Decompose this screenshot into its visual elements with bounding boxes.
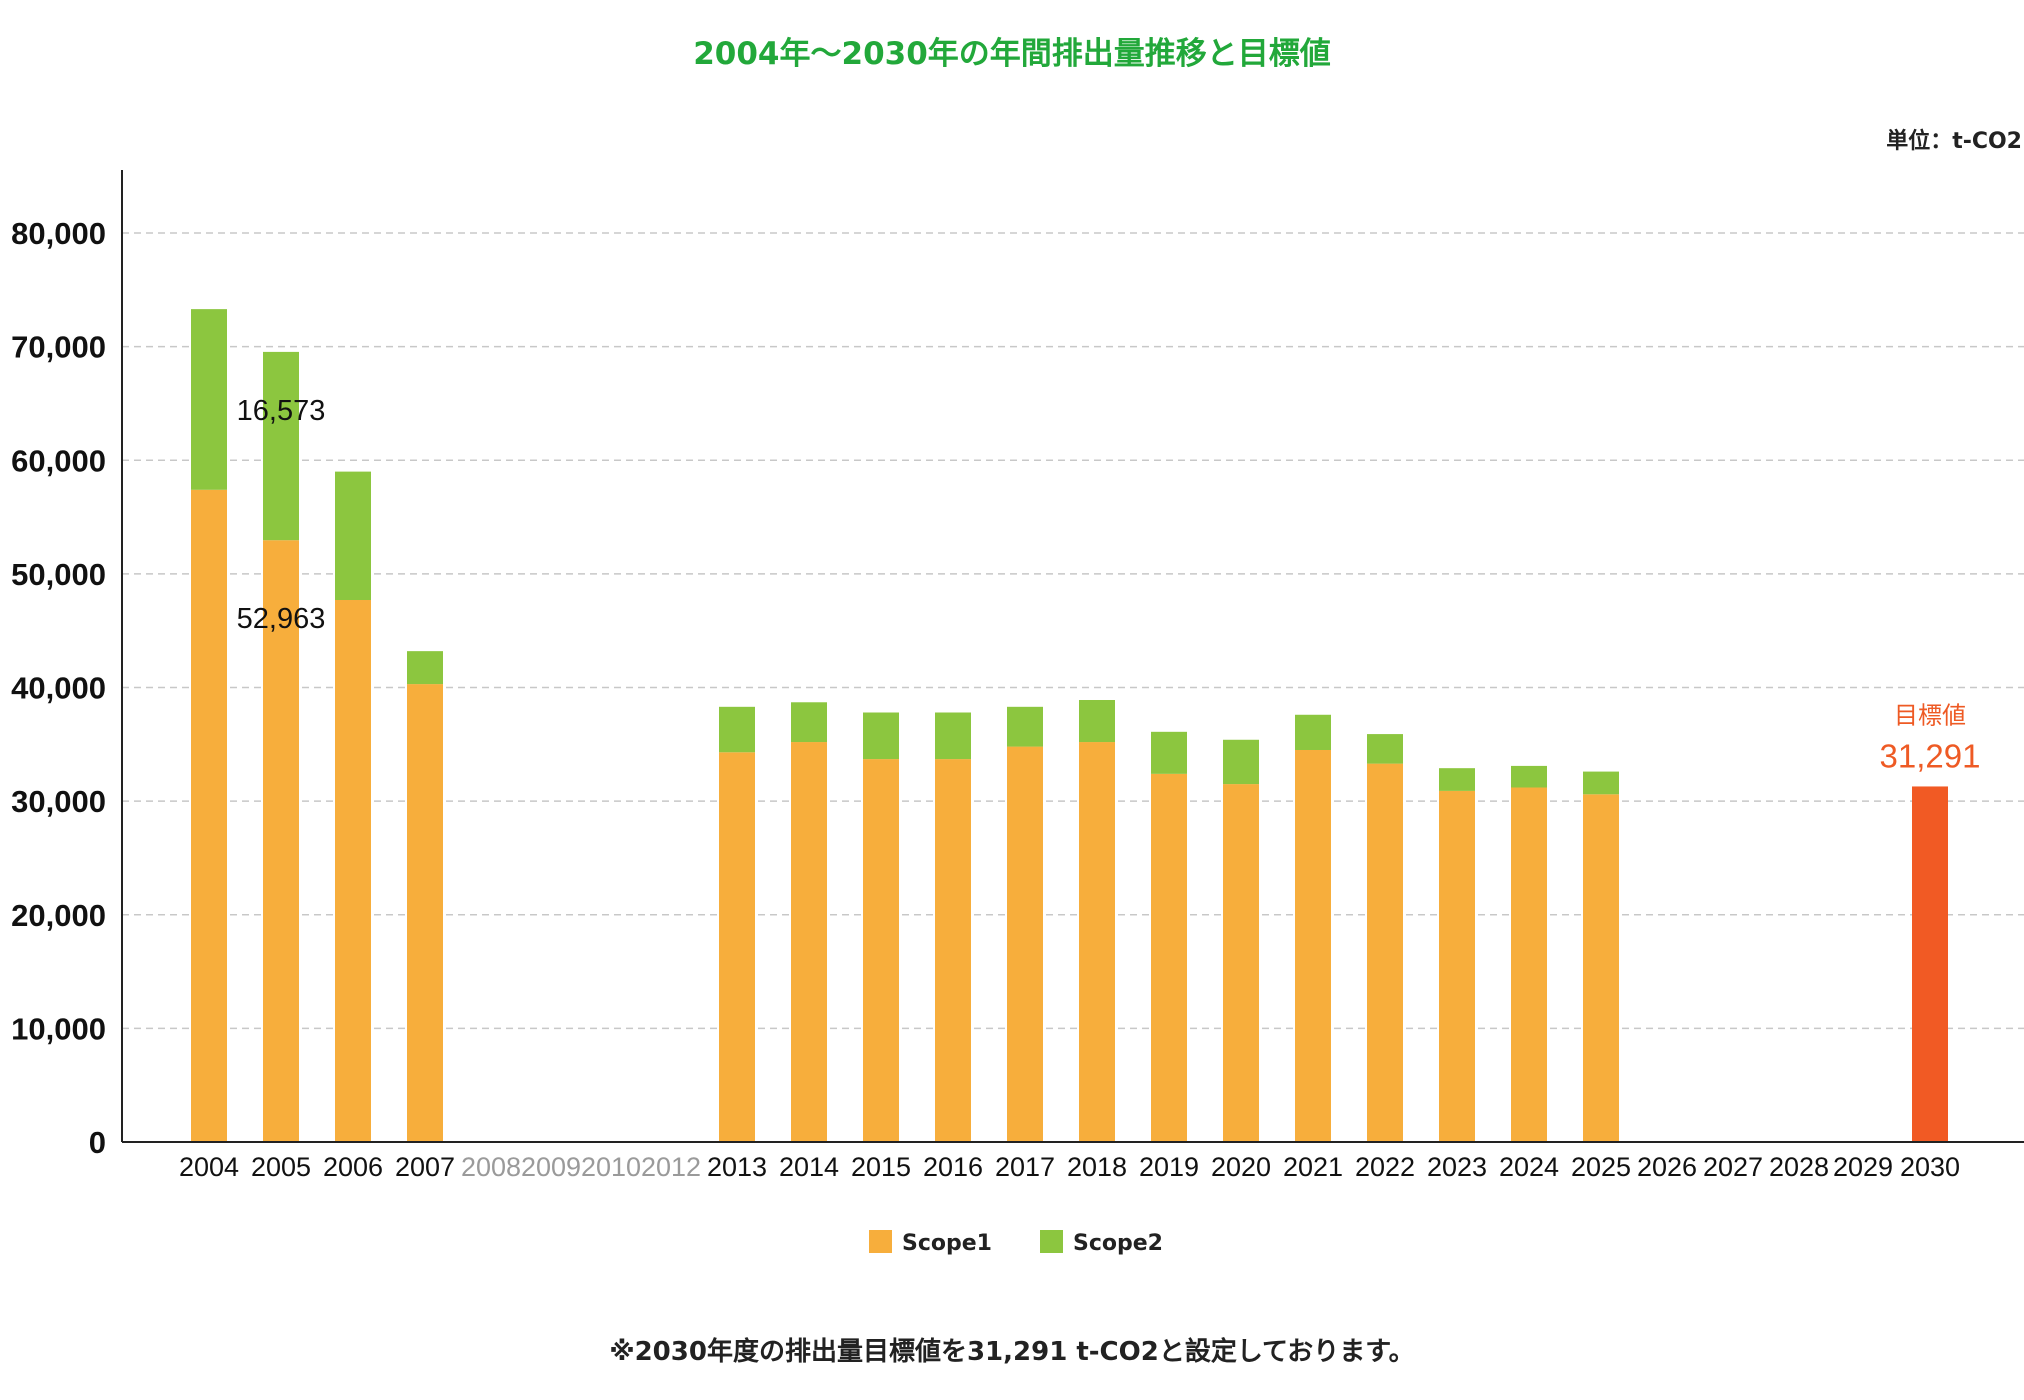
- x-tick-label: 2029: [1833, 1152, 1893, 1182]
- data-labels: 目標値 31,291 16,573 52,963: [237, 395, 1981, 775]
- bar-scope2-2004: [191, 309, 227, 490]
- x-tick-label: 2020: [1211, 1152, 1271, 1182]
- data-label-scope1: 52,963: [237, 603, 326, 635]
- legend-swatch-scope1: [869, 1230, 892, 1253]
- target-value-label: 31,291: [1880, 737, 1981, 774]
- x-axis-ticks: 2004 2005 2006 2007 2008 2009 2010 2012 2013 2014…: [179, 1152, 1960, 1182]
- bar-scope2-2007: [407, 651, 443, 685]
- x-tick-label: 2024: [1499, 1152, 1559, 1182]
- bar-scope1-2020: [1223, 784, 1259, 1142]
- bar-scope1-2014: [791, 742, 827, 1142]
- y-tick-label: 60,000: [11, 443, 106, 478]
- bar-scope1-2025: [1583, 794, 1619, 1142]
- bar-scope1-2017: [1007, 746, 1043, 1142]
- x-tick-label: 2013: [707, 1152, 767, 1182]
- x-tick-label: 2021: [1283, 1152, 1343, 1182]
- x-tick-label: 2008: [461, 1152, 521, 1182]
- bar-scope1-2015: [863, 759, 899, 1142]
- y-axis-ticks: 0 10,000 20,000 30,000 40,000 50,000 60,000 70,…: [11, 216, 106, 1160]
- bar-scope1-2016: [935, 759, 971, 1142]
- x-tick-label: 2028: [1769, 1152, 1829, 1182]
- x-tick-label: 2007: [395, 1152, 455, 1182]
- y-tick-label: 50,000: [11, 557, 106, 592]
- x-tick-label: 2027: [1703, 1152, 1763, 1182]
- bar-scope1-2007: [407, 684, 443, 1142]
- y-tick-label: 20,000: [11, 898, 106, 933]
- data-label-scope2: 16,573: [237, 395, 326, 427]
- y-tick-label: 0: [89, 1125, 106, 1160]
- x-tick-label: 2005: [251, 1152, 311, 1182]
- bars: [191, 309, 1948, 1143]
- bar-scope1-2005: [263, 540, 299, 1142]
- y-tick-label: 70,000: [11, 330, 106, 365]
- bar-scope2-2018: [1079, 699, 1115, 743]
- bar-scope1-2022: [1367, 763, 1403, 1142]
- bar-scope1-2021: [1295, 749, 1331, 1142]
- bar-scope2-2016: [935, 712, 971, 760]
- target-label: 目標値: [1894, 701, 1966, 729]
- x-tick-label: 2022: [1355, 1152, 1415, 1182]
- x-tick-label: 2019: [1139, 1152, 1199, 1182]
- bar-scope2-2005: [263, 351, 299, 541]
- bar-scope2-2023: [1439, 768, 1475, 791]
- bar-scope2-2021: [1295, 714, 1331, 750]
- x-tick-label: 2025: [1571, 1152, 1631, 1182]
- legend-swatch-scope2: [1040, 1230, 1063, 1253]
- chart-title: 2004年〜2030年の年間排出量推移と目標値: [693, 36, 1331, 72]
- legend-label-scope2: Scope2: [1073, 1231, 1163, 1256]
- bar-scope2-2006: [335, 471, 371, 601]
- bar-scope1-2018: [1079, 742, 1115, 1142]
- y-tick-label: 10,000: [11, 1011, 106, 1046]
- x-tick-label: 2010: [581, 1152, 641, 1182]
- bar-scope2-2014: [791, 702, 827, 743]
- y-tick-label: 80,000: [11, 216, 106, 251]
- bar-scope2-2019: [1151, 731, 1187, 774]
- x-tick-label: 2006: [323, 1152, 383, 1182]
- x-tick-label: 2023: [1427, 1152, 1487, 1182]
- bar-target-2030: [1912, 786, 1948, 1142]
- x-tick-label: 2009: [521, 1152, 581, 1182]
- bar-scope1-2004: [191, 489, 227, 1143]
- y-tick-label: 30,000: [11, 784, 106, 819]
- bar-scope2-2015: [863, 712, 899, 760]
- y-tick-label: 40,000: [11, 671, 106, 706]
- x-tick-label: 2026: [1637, 1152, 1697, 1182]
- bar-scope2-2025: [1583, 771, 1619, 795]
- bar-scope2-2024: [1511, 765, 1547, 788]
- bar-scope1-2024: [1511, 787, 1547, 1142]
- x-tick-label: 2015: [851, 1152, 911, 1182]
- bar-scope2-2013: [719, 706, 755, 753]
- x-tick-label: 2014: [779, 1152, 839, 1182]
- bar-scope2-2020: [1223, 739, 1259, 785]
- bar-scope1-2006: [335, 600, 371, 1142]
- x-tick-label: 2017: [995, 1152, 1055, 1182]
- bar-scope2-2017: [1007, 706, 1043, 747]
- x-tick-label: 2030: [1900, 1152, 1960, 1182]
- x-tick-label: 2016: [923, 1152, 983, 1182]
- bar-scope2-2022: [1367, 734, 1403, 764]
- legend: Scope1 Scope2: [869, 1230, 1163, 1256]
- x-tick-label: 2004: [179, 1152, 239, 1182]
- unit-label: 単位：t-CO2: [1886, 128, 2022, 154]
- bar-scope1-2019: [1151, 773, 1187, 1142]
- x-tick-label: 2018: [1067, 1152, 1127, 1182]
- bar-scope1-2023: [1439, 790, 1475, 1142]
- legend-label-scope1: Scope1: [902, 1231, 992, 1256]
- bar-scope1-2013: [719, 752, 755, 1142]
- footnote: ※2030年度の排出量目標値を31,291 t-CO2と設定しております。: [609, 1336, 1414, 1367]
- x-tick-label: 2012: [641, 1152, 701, 1182]
